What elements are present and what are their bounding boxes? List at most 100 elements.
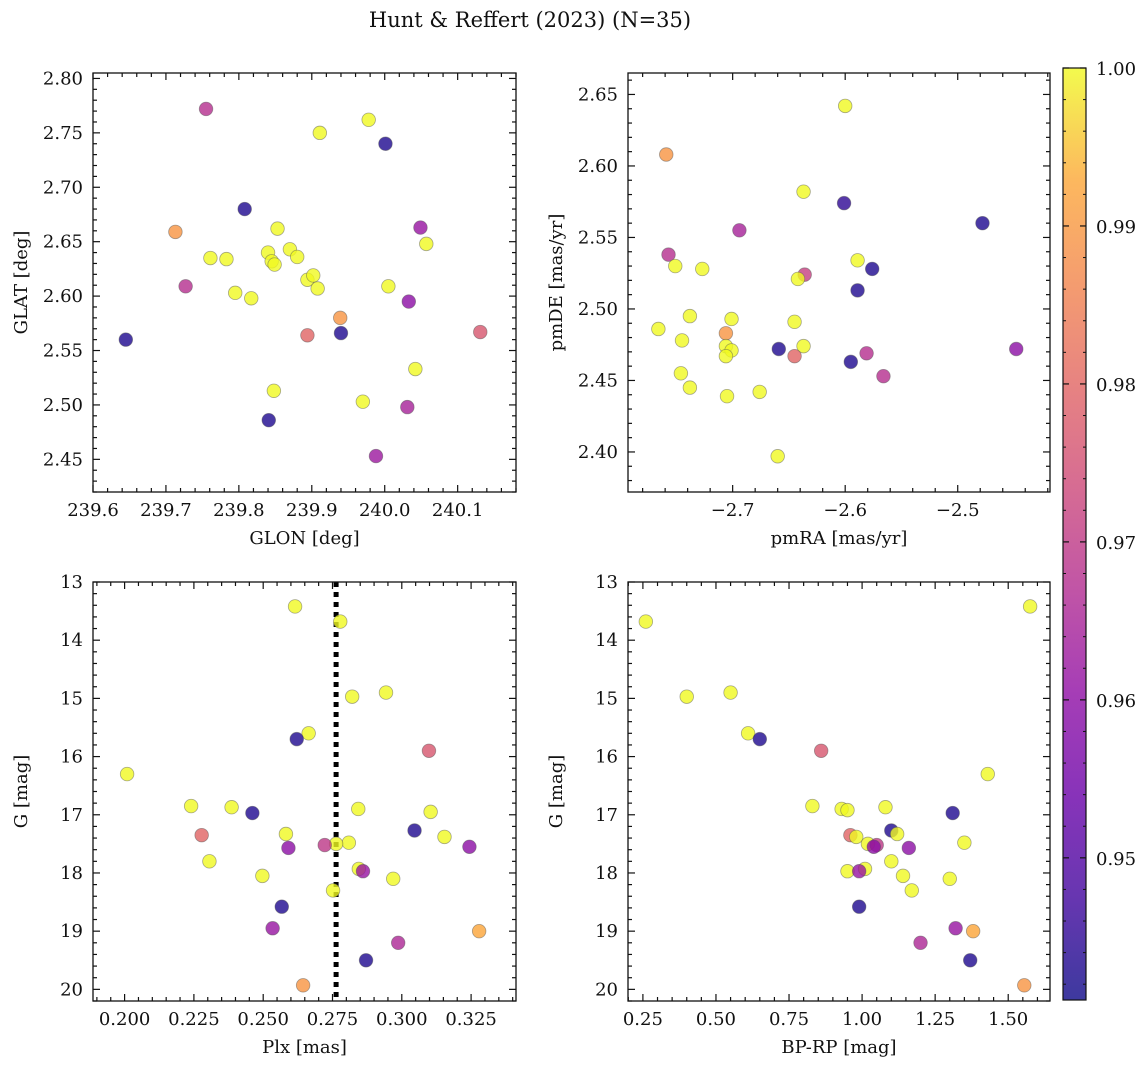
y-tick-label: 2.45 [43, 449, 83, 470]
scatter-point [261, 412, 276, 428]
scatter-point [400, 399, 415, 415]
y-axis-label: GLAT [deg] [11, 231, 32, 335]
scatter-point [661, 247, 676, 262]
scatter-point [306, 268, 321, 283]
colorbar-tick-label: 0.97 [1096, 533, 1136, 554]
x-tick-label: 0.300 [376, 1009, 428, 1030]
x-tick-label: 0.325 [445, 1009, 497, 1030]
scatter-point [274, 899, 289, 914]
colorbar-tick-label: 0.98 [1096, 375, 1136, 396]
scatter-point [850, 253, 865, 268]
scatter-point [813, 743, 829, 758]
y-tick-label: 2.60 [578, 156, 618, 177]
scatter-point [390, 935, 406, 951]
scatter-point [386, 871, 401, 886]
scatter-point [796, 184, 811, 199]
scatter-point [673, 366, 689, 381]
figure-title: Hunt & Reffert (2023) (N=35) [369, 8, 691, 32]
scatter-point [421, 743, 437, 758]
scatter-point [407, 823, 422, 838]
x-tick-label: 0.250 [237, 1009, 289, 1030]
scatter-point [752, 384, 767, 400]
scatter-point [975, 215, 990, 231]
scatter-point [355, 864, 371, 879]
y-tick-label: 2.60 [43, 286, 83, 307]
scatter-point [895, 868, 911, 884]
axis-ticks [92, 73, 517, 493]
axis-ticks [628, 73, 1050, 492]
y-tick-label: 20 [595, 979, 618, 1000]
y-tick-label: 2.65 [43, 232, 83, 253]
y-axis-label: G [mag] [546, 755, 567, 828]
scatter-point [361, 112, 376, 127]
scatter-point [224, 800, 239, 815]
scatter-point [732, 223, 747, 238]
scatter-point [413, 220, 428, 235]
y-tick-label: 2.55 [43, 341, 83, 362]
scatter-point [312, 125, 328, 141]
x-tick-label: 240.1 [432, 500, 484, 521]
scatter-point [333, 325, 349, 341]
y-tick-label: 19 [595, 921, 618, 942]
scatter-point [859, 346, 874, 361]
x-tick-label: 239.7 [140, 500, 192, 521]
scatter-point [351, 801, 366, 817]
scatter-point [301, 726, 316, 741]
scatter-points [638, 599, 1038, 993]
scatter-point [281, 840, 296, 856]
axes-frame [627, 581, 1051, 1002]
scatter-point [341, 835, 357, 850]
scatter-point [344, 689, 360, 704]
scatter-point [355, 394, 371, 409]
scatter-point [659, 147, 674, 162]
y-tick-label: 2.45 [578, 370, 618, 391]
scatter-point [980, 766, 995, 782]
scatter-point [289, 731, 304, 747]
scatter-point [378, 136, 393, 151]
scatter-point [325, 883, 341, 898]
scatter-point [790, 271, 806, 287]
panel-pmra-pmde: −2.7 −2.6 −2.5 2.40 2.45 2.50 2.55 2.60 2.65 pmRA… [546, 72, 1051, 549]
y-tick-label: 2.40 [578, 442, 618, 463]
scatter-point [942, 871, 957, 886]
x-tick-label: 239.8 [213, 500, 265, 521]
scatter-point [719, 388, 735, 404]
scatter-point [718, 326, 734, 341]
scatter-point [864, 261, 880, 277]
scatter-point [462, 839, 477, 854]
y-tick-label: 18 [60, 863, 83, 884]
x-axis-label: Plx [mas] [262, 1037, 347, 1058]
x-tick-label: 0.275 [307, 1009, 359, 1030]
axes-frame [92, 72, 517, 493]
y-tick-label: 2.50 [43, 395, 83, 416]
scatter-point [837, 98, 853, 114]
axes-frame [627, 72, 1051, 493]
scatter-point [836, 195, 852, 211]
colorbar-tick-label: 0.95 [1096, 849, 1136, 870]
scatter-point [724, 311, 739, 327]
scatter-point [358, 953, 374, 968]
scatter-point [290, 249, 305, 265]
scatter-point [368, 448, 384, 464]
axes-frame [92, 581, 517, 1002]
scatter-point [408, 361, 423, 377]
x-axis-label: GLON [deg] [249, 528, 359, 549]
scatter-point [118, 332, 134, 347]
colorbar-gradient [1063, 68, 1086, 1000]
scatter-point [198, 101, 214, 117]
scatter-point [851, 899, 867, 914]
scatter-point [850, 283, 865, 298]
scatter-point [471, 923, 487, 939]
x-axis-label: pmRA [mas/yr] [771, 528, 908, 549]
scatter-point [333, 614, 348, 629]
scatter-point [796, 338, 811, 354]
scatter-point [682, 308, 698, 324]
y-tick-label: 19 [60, 921, 83, 942]
y-tick-label: 17 [595, 805, 618, 826]
scatter-point [876, 368, 891, 384]
scatter-point [270, 221, 285, 236]
scatter-point [948, 921, 963, 936]
scatter-point [245, 805, 260, 821]
scatter-point [651, 321, 666, 337]
